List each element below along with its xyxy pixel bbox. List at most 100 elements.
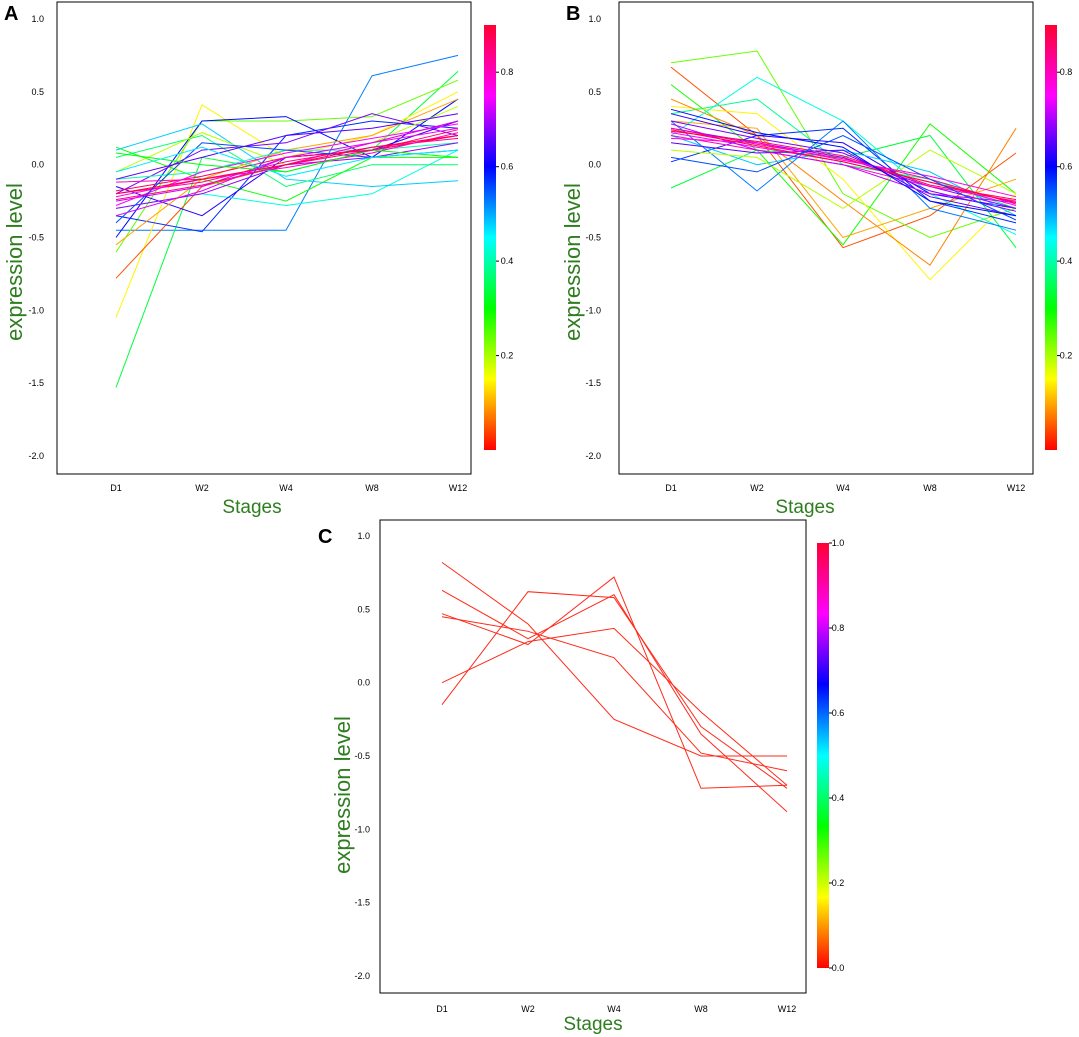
series-line [115, 98, 459, 238]
series-line [670, 50, 1017, 239]
series-line [670, 120, 1017, 231]
x-tick-label: D1 [436, 1004, 448, 1014]
series-line [115, 135, 459, 192]
series-line [670, 66, 1017, 249]
colorbar-ticks: 0.2 0.4 0.6 0.8 [1057, 67, 1073, 361]
panel-label: B [566, 3, 580, 25]
series-line [115, 134, 458, 188]
colorbar-tick-label: 0.4 [832, 793, 845, 803]
x-tick-labels: D1 W2 W4 W8 W12 [665, 483, 1025, 493]
y-tick-label: 1.0 [31, 14, 44, 24]
y-axis-title: expression level [2, 183, 27, 341]
colorbar [817, 543, 829, 968]
y-axis-title: expression level [330, 716, 355, 874]
colorbar-tick-label: 0.6 [501, 162, 514, 172]
series-line [441, 576, 788, 789]
y-tick-label: -1.0 [585, 305, 601, 315]
series-line [670, 120, 1017, 212]
x-tick-label: W8 [923, 483, 937, 493]
series-group [670, 50, 1017, 281]
x-tick-labels: D1 W2 W4 W8 W12 [436, 1004, 796, 1014]
series-group [115, 54, 459, 388]
colorbar-tick-label: 1.0 [832, 538, 845, 548]
panel-label: A [4, 3, 18, 25]
x-tick-labels: D1 W2 W4 W8 W12 [110, 483, 467, 493]
series-group [441, 561, 788, 813]
series-line [115, 146, 458, 202]
series-line [115, 132, 459, 183]
panel-b: B -2.0-1.5-1.0-0.50.00.51.0 D1 W2 W4 W8 W12 … [560, 1, 1073, 518]
series-line [670, 129, 1017, 203]
series-line [115, 123, 459, 206]
series-line [115, 113, 459, 180]
y-tick-label: 0.5 [31, 87, 44, 97]
series-line [441, 561, 787, 757]
y-tick-labels: -2.0 -1.5 -1.0 -0.5 0.0 0.5 1.0 [585, 14, 601, 461]
colorbar [484, 25, 496, 450]
x-axis-title: Stages [775, 497, 834, 518]
colorbar-tick-label: 0.4 [501, 256, 514, 266]
x-tick-label: W4 [279, 483, 293, 493]
y-tick-label: 1.0 [588, 14, 601, 24]
x-tick-label: D1 [110, 483, 122, 493]
x-tick-label: W12 [1007, 483, 1026, 493]
colorbar-tick-label: 0.4 [1060, 256, 1073, 266]
x-tick-label: W4 [607, 1004, 621, 1014]
x-tick-label: W12 [449, 483, 468, 493]
series-line [441, 589, 788, 813]
colorbar-tick-label: 0.6 [1060, 162, 1073, 172]
y-tick-label: 0.0 [588, 160, 601, 170]
series-line [670, 137, 1017, 198]
panel-a: A -2.0-1.5-1.0-0.50.00.51.0 D1 W2 W4 W8 W12 … [2, 1, 514, 518]
series-line [115, 135, 459, 195]
series-line [115, 137, 459, 195]
y-tick-label: -2.0 [28, 451, 44, 461]
series-line [115, 71, 459, 388]
y-tick-label: 0.5 [357, 604, 370, 614]
series-line [441, 591, 788, 789]
y-tick-label: -0.5 [28, 233, 44, 243]
colorbar-tick-label: 0.6 [832, 708, 845, 718]
colorbar-ticks: 0.2 0.4 0.6 0.8 [496, 67, 514, 361]
series-line [670, 127, 1017, 224]
plot-frame [618, 1, 1034, 475]
plot-frame [56, 1, 472, 475]
y-tick-label: -1.0 [354, 824, 370, 834]
colorbar-tick-label: 0.0 [832, 963, 845, 973]
x-tick-label: D1 [665, 483, 677, 493]
y-tick-label: -0.5 [585, 233, 601, 243]
series-line [670, 98, 1017, 266]
series-line [116, 54, 459, 231]
y-tick-label: -1.5 [585, 378, 601, 388]
colorbar-tick-label: 0.8 [501, 67, 514, 77]
y-tick-label: -2.0 [354, 971, 370, 981]
x-tick-label: W8 [694, 1004, 708, 1014]
colorbar-tick-label: 0.8 [832, 623, 845, 633]
x-tick-label: W2 [521, 1004, 535, 1014]
colorbar-tick-label: 0.8 [1060, 67, 1073, 77]
y-tick-label: 0.0 [357, 678, 370, 688]
series-line [115, 123, 459, 188]
panel-c: C -2.0-1.5-1.0-0.50.00.51.0 D1 W2 W4 W8 W12 … [318, 519, 844, 1035]
series-line [670, 127, 1017, 205]
y-axis-title: expression level [560, 183, 585, 341]
series-line [670, 134, 1017, 221]
series-line [441, 616, 788, 772]
y-tick-labels: -2.0 -1.5 -1.0 -0.5 0.0 0.5 1.0 [354, 531, 370, 981]
x-tick-label: W4 [836, 483, 850, 493]
series-line [115, 120, 459, 217]
y-tick-label: 1.0 [357, 531, 370, 541]
series-line [115, 149, 459, 173]
y-tick-label: -1.5 [28, 378, 44, 388]
x-tick-label: W12 [778, 1004, 797, 1014]
x-axis-title: Stages [563, 1014, 622, 1035]
series-line [670, 130, 1017, 201]
colorbar-ticks: 0.0 0.2 0.4 0.6 0.8 1.0 [829, 538, 844, 973]
y-tick-label: -0.5 [354, 751, 370, 761]
y-tick-label: -1.5 [354, 898, 370, 908]
series-line [441, 627, 788, 786]
y-tick-label: 0.5 [588, 87, 601, 97]
series-line [115, 146, 459, 177]
colorbar-tick-label: 0.2 [501, 351, 514, 361]
